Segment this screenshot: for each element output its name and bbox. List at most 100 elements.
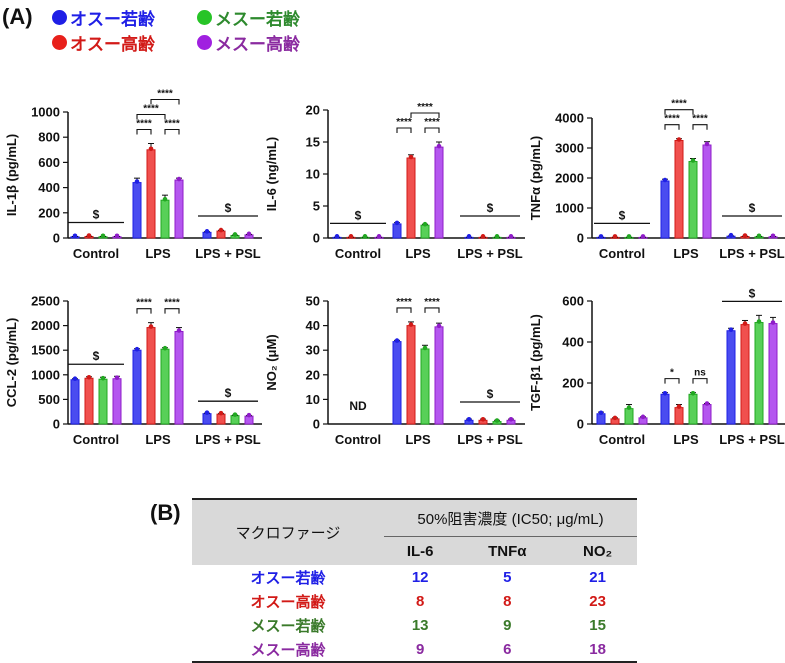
comparison-label: **** — [692, 114, 708, 125]
not-detected-label: ND — [349, 399, 367, 413]
data-point — [626, 405, 632, 410]
bar — [702, 144, 712, 239]
data-point — [466, 417, 472, 422]
data-point — [114, 233, 120, 239]
y-tick-label: 50 — [306, 294, 320, 309]
bar — [434, 326, 444, 425]
data-point — [690, 390, 696, 396]
legend-dot-icon — [197, 35, 212, 50]
data-point — [704, 401, 710, 406]
table-row: オスー高齢 8 8 23 — [192, 589, 637, 613]
y-tick-label: 0 — [313, 231, 320, 246]
bar — [754, 322, 764, 425]
bar — [392, 341, 402, 425]
y-tick-label: 20 — [306, 103, 320, 118]
data-point — [86, 233, 92, 238]
x-tick-label: LPS — [405, 432, 431, 447]
x-tick-label: Control — [599, 246, 645, 261]
data-point — [162, 196, 168, 202]
data-point — [704, 141, 710, 147]
comparison-bracket — [164, 128, 180, 135]
data-point — [494, 234, 500, 239]
x-tick-label: LPS — [145, 246, 171, 261]
bar — [406, 157, 416, 239]
legend-label: オスー高齢 — [70, 35, 155, 55]
bar — [688, 161, 698, 239]
comparison-bracket — [424, 127, 440, 133]
legend-dot-icon — [197, 10, 212, 25]
y-axis-label: NO₂ (μM) — [264, 334, 279, 390]
data-point — [334, 234, 340, 239]
x-tick-label: Control — [335, 246, 381, 261]
table-row-name: オスー高齢 — [250, 593, 326, 611]
table-col-header: IL-6 — [384, 536, 457, 565]
y-tick-label: 600 — [562, 294, 584, 309]
table-cell: 23 — [589, 592, 606, 610]
y-tick-label: 1000 — [31, 105, 60, 120]
data-point — [640, 414, 646, 420]
x-tick-label: LPS + PSL — [457, 432, 522, 447]
ic50-table: マクロファージ 50%阻害濃度 (IC50; μg/mL) IL-6 TNFα … — [192, 498, 637, 663]
data-point — [494, 418, 500, 423]
comparison-bracket — [692, 124, 708, 130]
y-tick-label: 4000 — [555, 111, 584, 126]
y-tick-label: 0 — [53, 231, 60, 246]
data-point — [176, 328, 182, 333]
comparison-label: **** — [417, 102, 433, 113]
y-tick-label: 200 — [38, 205, 60, 220]
data-point — [508, 417, 514, 422]
data-point — [134, 179, 140, 184]
comparison-bracket — [150, 98, 180, 105]
bar — [688, 393, 698, 425]
data-point — [204, 229, 210, 234]
x-tick-label: LPS — [673, 432, 699, 447]
bar — [174, 331, 184, 425]
data-point — [408, 154, 414, 160]
comparison-label: **** — [143, 104, 159, 115]
data-point — [232, 412, 238, 417]
data-point — [756, 233, 762, 239]
table-row: メスー高齢 9 6 18 — [192, 637, 637, 662]
y-tick-label: 500 — [38, 392, 60, 407]
bar — [406, 325, 416, 425]
sig-label: $ — [225, 201, 232, 215]
data-point — [742, 233, 748, 238]
x-tick-label: Control — [73, 246, 119, 261]
data-point — [508, 234, 514, 239]
x-tick-label: LPS — [673, 246, 699, 261]
bar — [420, 224, 430, 239]
comparison-bracket — [664, 378, 680, 384]
comparison-bracket — [664, 109, 694, 115]
comparison-label: **** — [136, 298, 152, 309]
data-point — [176, 176, 182, 182]
table-cell: 5 — [503, 568, 512, 586]
data-point — [232, 232, 238, 237]
x-tick-label: Control — [73, 432, 119, 447]
table-cell: 21 — [589, 568, 606, 586]
table-cell: 8 — [416, 592, 425, 610]
table-row: メスー若齢 13 9 15 — [192, 613, 637, 637]
data-point — [598, 410, 604, 416]
data-point — [422, 221, 428, 227]
comparison-bracket — [136, 113, 166, 120]
y-tick-label: 0 — [577, 231, 584, 246]
y-tick-label: 2500 — [31, 294, 60, 309]
y-tick-label: 2000 — [31, 318, 60, 333]
comparison-label: **** — [164, 298, 180, 309]
comparison-bracket — [396, 307, 412, 313]
table-group-header: 50%阻害濃度 (IC50; μg/mL) — [384, 499, 637, 537]
panel-b-label: (B) — [150, 500, 181, 525]
bar — [146, 327, 156, 425]
y-tick-label: 600 — [38, 155, 60, 170]
table-cell: 9 — [416, 640, 425, 658]
x-tick-label: LPS — [405, 246, 431, 261]
legend-dot-icon — [52, 10, 67, 25]
data-point — [626, 234, 632, 239]
y-tick-label: 1000 — [555, 201, 584, 216]
comparison-bracket — [424, 307, 440, 313]
data-point — [148, 146, 154, 152]
comparison-label: **** — [664, 114, 680, 125]
ic50-table-wrap: マクロファージ 50%阻害濃度 (IC50; μg/mL) IL-6 TNFα … — [192, 498, 637, 663]
data-point — [394, 338, 400, 343]
y-tick-label: 10 — [306, 392, 320, 407]
